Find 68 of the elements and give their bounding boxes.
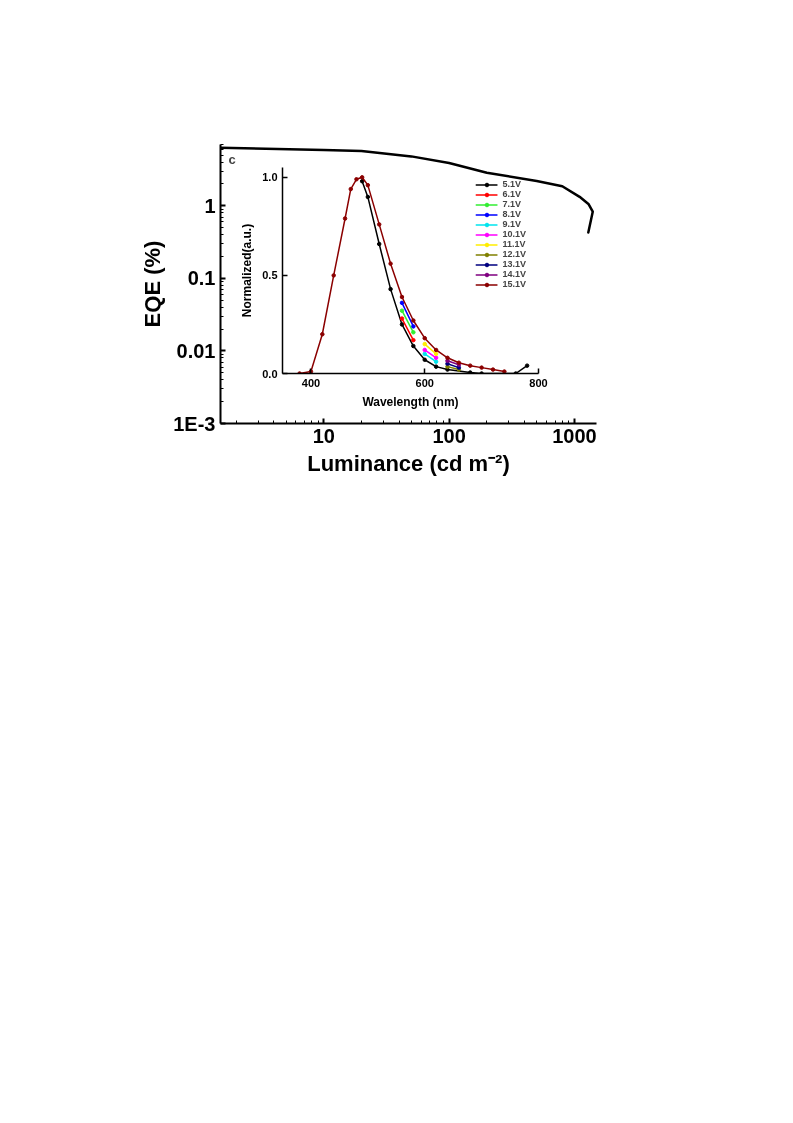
point (320, 332, 325, 337)
legend-label: 10.1V (502, 229, 526, 239)
point (422, 335, 427, 341)
y-tick-label: 1 (204, 194, 216, 217)
legend-label: 11.1V (502, 239, 526, 249)
y-tick-label: 1E-3 (173, 412, 216, 435)
point (479, 365, 484, 370)
annotation: c (228, 151, 236, 167)
point (399, 316, 405, 321)
point (433, 364, 439, 369)
y-tick-label: 0.5 (262, 269, 278, 282)
x-tick-label: 400 (301, 376, 321, 389)
point (376, 222, 382, 227)
x-axis-title: Wavelength (nm) (362, 394, 459, 409)
legend-label: 5.1V (502, 179, 522, 189)
legend-label: 13.1V (502, 259, 526, 269)
point (331, 273, 336, 278)
legend-label: 7.1V (502, 199, 522, 209)
point (467, 363, 473, 368)
point (365, 194, 371, 200)
point (411, 324, 416, 329)
y-axis-title: EQE (%) (140, 240, 166, 328)
x-tick-label: 1000 (552, 424, 597, 447)
point (399, 300, 405, 306)
point (388, 261, 393, 266)
y-tick-label: 0.1 (187, 267, 216, 290)
x-tick-label: 100 (432, 424, 466, 447)
point (297, 371, 302, 374)
point (342, 216, 348, 221)
point (524, 363, 530, 368)
x-tick-label: 800 (529, 376, 548, 389)
point (411, 330, 416, 335)
point (433, 355, 439, 361)
point (433, 351, 439, 357)
x-tick-label: 10 (312, 424, 335, 447)
legend-label: 9.1V (502, 219, 522, 229)
point (433, 359, 439, 364)
point (422, 357, 427, 363)
point (411, 318, 416, 323)
point (354, 177, 359, 182)
point (365, 182, 371, 188)
point (422, 341, 427, 347)
point (399, 308, 405, 313)
point (388, 286, 393, 292)
legend-label: 8.1V (502, 209, 522, 219)
point (376, 241, 382, 247)
y-tick-label: 0.01 (176, 339, 216, 362)
y-axis-title: Normalized(a.u.) (240, 223, 255, 318)
point (502, 369, 507, 374)
point (359, 178, 365, 184)
legend-label: 6.1V (502, 189, 522, 199)
legend-label: 12.1V (502, 249, 526, 259)
point (399, 294, 405, 300)
legend-label: 15.1V (502, 279, 526, 289)
point (422, 347, 427, 353)
point (399, 322, 405, 327)
legend-label: 14.1V (502, 269, 526, 279)
point (433, 347, 439, 353)
y-tick-label: 1.0 (262, 171, 278, 184)
y-tick-label: 0.0 (262, 367, 278, 380)
point (359, 175, 365, 180)
point (422, 351, 427, 357)
point (490, 367, 496, 372)
x-tick-label: 600 (415, 376, 434, 389)
x-axis-title: Luminance (cd m⁻²) (307, 450, 510, 476)
point (411, 337, 416, 343)
point (411, 343, 416, 349)
point (348, 186, 354, 192)
